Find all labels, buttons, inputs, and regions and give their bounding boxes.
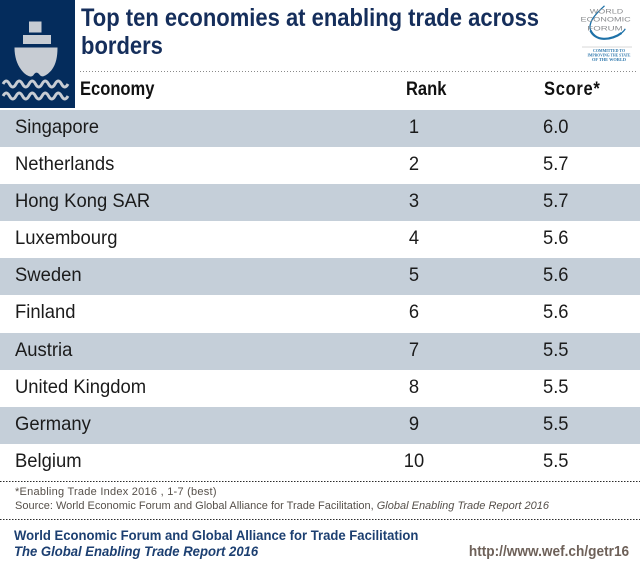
svg-text:ECONOMIC: ECONOMIC: [581, 17, 632, 24]
svg-text:FORUM: FORUM: [587, 25, 622, 32]
svg-text:WORLD: WORLD: [590, 9, 624, 16]
svg-text:COMMITTED TO: COMMITTED TO: [593, 48, 626, 53]
svg-text:IMPROVING THE STATE: IMPROVING THE STATE: [588, 53, 631, 58]
svg-text:OF THE WORLD: OF THE WORLD: [592, 57, 626, 62]
